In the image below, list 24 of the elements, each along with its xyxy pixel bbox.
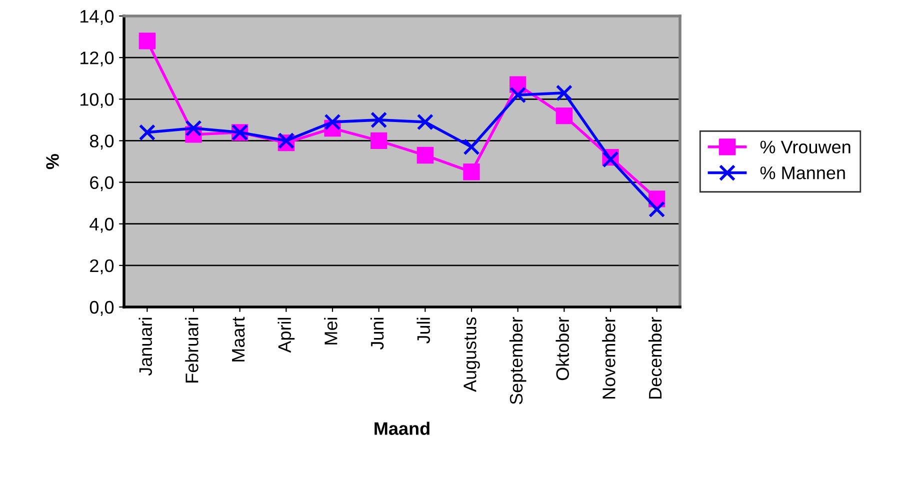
legend-label: % Mannen [760, 166, 845, 180]
y-tick-label: 4,0 [90, 218, 114, 233]
y-tick-label: 10,0 [80, 93, 114, 108]
x-tick-label: November [602, 317, 616, 399]
x-tick-label: Januari [138, 318, 152, 376]
legend-label: % Vrouwen [760, 140, 850, 154]
y-tick-label: 14,0 [80, 10, 114, 25]
x-tick-label: Februari [185, 318, 198, 382]
x-tick-label: April [278, 318, 295, 353]
x-tick-label: Mei [324, 318, 338, 344]
x-tick-label: Maart [232, 316, 245, 362]
x-tick-label: Augustus [464, 317, 480, 392]
x-tick-label: Juni [370, 318, 384, 350]
y-tick-label: 2,0 [90, 259, 114, 274]
x-tick-label: Juli [416, 318, 430, 344]
y-tick-label: 8,0 [90, 134, 114, 150]
x-axis-title: Maand [374, 422, 430, 435]
x-tick-label: December [648, 317, 662, 399]
y-tick-label: 6,0 [90, 176, 114, 192]
y-tick-label: 12,0 [80, 52, 114, 66]
y-tick-label: 0,0 [90, 300, 114, 316]
y-axis-title: % [46, 154, 59, 170]
x-tick-label: September [509, 317, 526, 404]
x-tick-label: Oktober [556, 317, 570, 380]
